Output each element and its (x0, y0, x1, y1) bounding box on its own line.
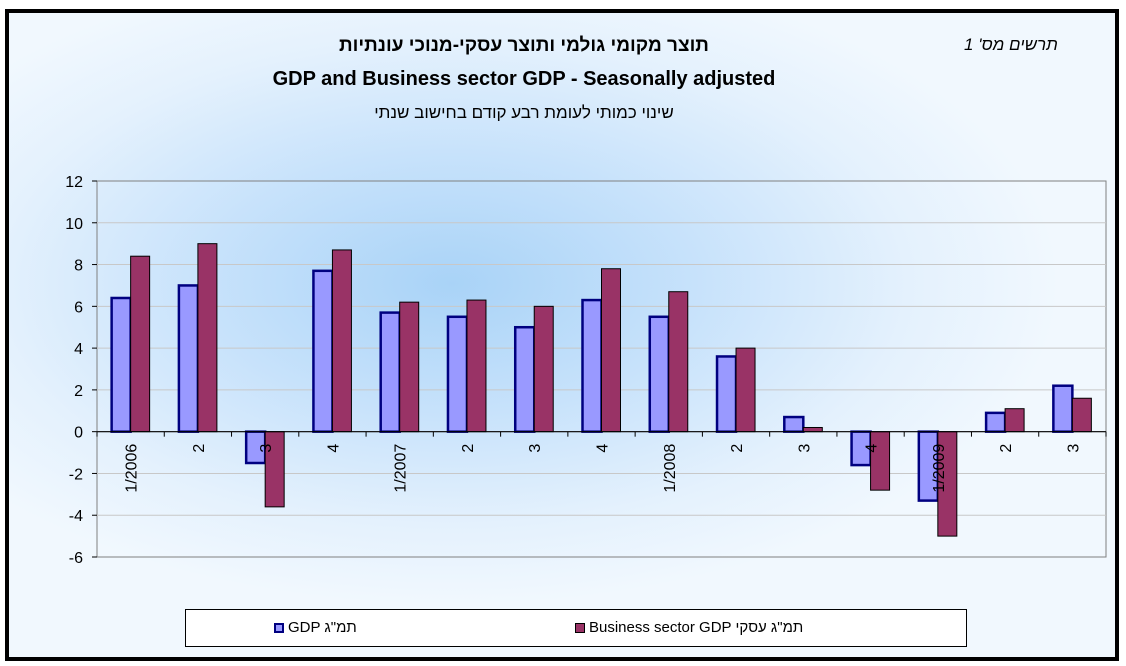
x-tick-label: 2 (998, 444, 1015, 453)
bar-gdp (783, 415, 805, 433)
bar-gdp (446, 315, 469, 433)
bar-gdp (312, 269, 334, 433)
y-tick-label: -6 (69, 550, 83, 567)
bar-gdp (513, 325, 536, 433)
chart-title-english: GDP and Business sector GDP - Seasonally… (272, 68, 776, 90)
x-tick-label: 2 (460, 444, 477, 453)
x-tick-label: 4 (864, 444, 881, 453)
bar-gdp (581, 298, 603, 433)
bar-business-gdp (533, 305, 554, 433)
x-tick-label: 4 (595, 444, 612, 453)
legend-label-gdp: GDP תמ"ג (288, 619, 357, 636)
x-tick-label: 1/2007 (393, 444, 410, 493)
legend-swatch-gdp (274, 623, 284, 633)
x-tick-label: 1/2009 (931, 444, 948, 493)
chart-legend: GDP תמ"ג Business sector GDP תמ"ג עסקי (185, 609, 967, 647)
x-tick-label: 3 (527, 444, 544, 453)
bar-gdp (1052, 384, 1074, 433)
x-tick-label: 3 (796, 444, 813, 453)
chart-subtitle: שינוי כמותי לעומת רבע קודם בחישוב שנתי (374, 103, 674, 122)
chart-title-hebrew: תוצר מקומי גולמי ותוצר עסקי-מנוכי עונתיו… (339, 35, 709, 56)
bar-business-gdp (466, 299, 487, 433)
bar-business-gdp (735, 347, 756, 433)
bar-business-gdp (870, 431, 891, 491)
chart-frame: תרשים מס' 1 תוצר מקומי גולמי ותוצר עסקי-… (5, 9, 1119, 661)
bar-business-gdp (668, 291, 689, 433)
x-tick-label: 3 (1065, 444, 1082, 453)
bar-gdp (177, 284, 200, 433)
x-tick-label: 4 (325, 444, 342, 453)
bar-gdp (110, 296, 132, 433)
y-tick-label: 10 (65, 216, 83, 233)
bar-business-gdp (264, 431, 285, 508)
bar-business-gdp (331, 249, 352, 433)
y-tick-label: 2 (74, 383, 83, 400)
bar-business-gdp (802, 426, 823, 433)
y-tick-label: 4 (74, 341, 83, 358)
plot-area-border (96, 180, 1107, 558)
x-tick-label: 2 (191, 444, 208, 453)
chart-plot: -6 -4 -2 0 2 4 6 8 10 12 1/2006 2 3 4 1/2007 2 3 4 1/2008 2… (65, 174, 1107, 567)
x-tick-label: 2 (729, 444, 746, 453)
bar-business-gdp (601, 268, 621, 433)
x-tick-label: 1/2008 (662, 444, 679, 493)
y-tick-label: 0 (74, 425, 83, 442)
x-tick-label: 1/2006 (124, 444, 141, 493)
bar-business-gdp (197, 243, 218, 433)
x-tick-label: 3 (258, 444, 275, 453)
bar-business-gdp (130, 255, 151, 433)
y-tick-label: 12 (65, 174, 83, 191)
bar-business-gdp (399, 301, 420, 433)
bar-gdp (379, 311, 401, 433)
y-tick-label: 8 (74, 258, 83, 275)
legend-swatch-business (575, 623, 585, 633)
bar-gdp (984, 411, 1007, 433)
figure-label: תרשים מס' 1 (964, 35, 1058, 54)
y-tick-label: -2 (69, 466, 83, 483)
bar-gdp (648, 315, 671, 433)
bar-business-gdp (1004, 408, 1025, 433)
legend-label-business: Business sector GDP תמ"ג עסקי (589, 619, 804, 636)
y-tick-label: 6 (74, 299, 83, 316)
y-tick-label: -4 (69, 508, 83, 525)
bar-business-gdp (1071, 397, 1092, 433)
bar-gdp (715, 355, 738, 433)
